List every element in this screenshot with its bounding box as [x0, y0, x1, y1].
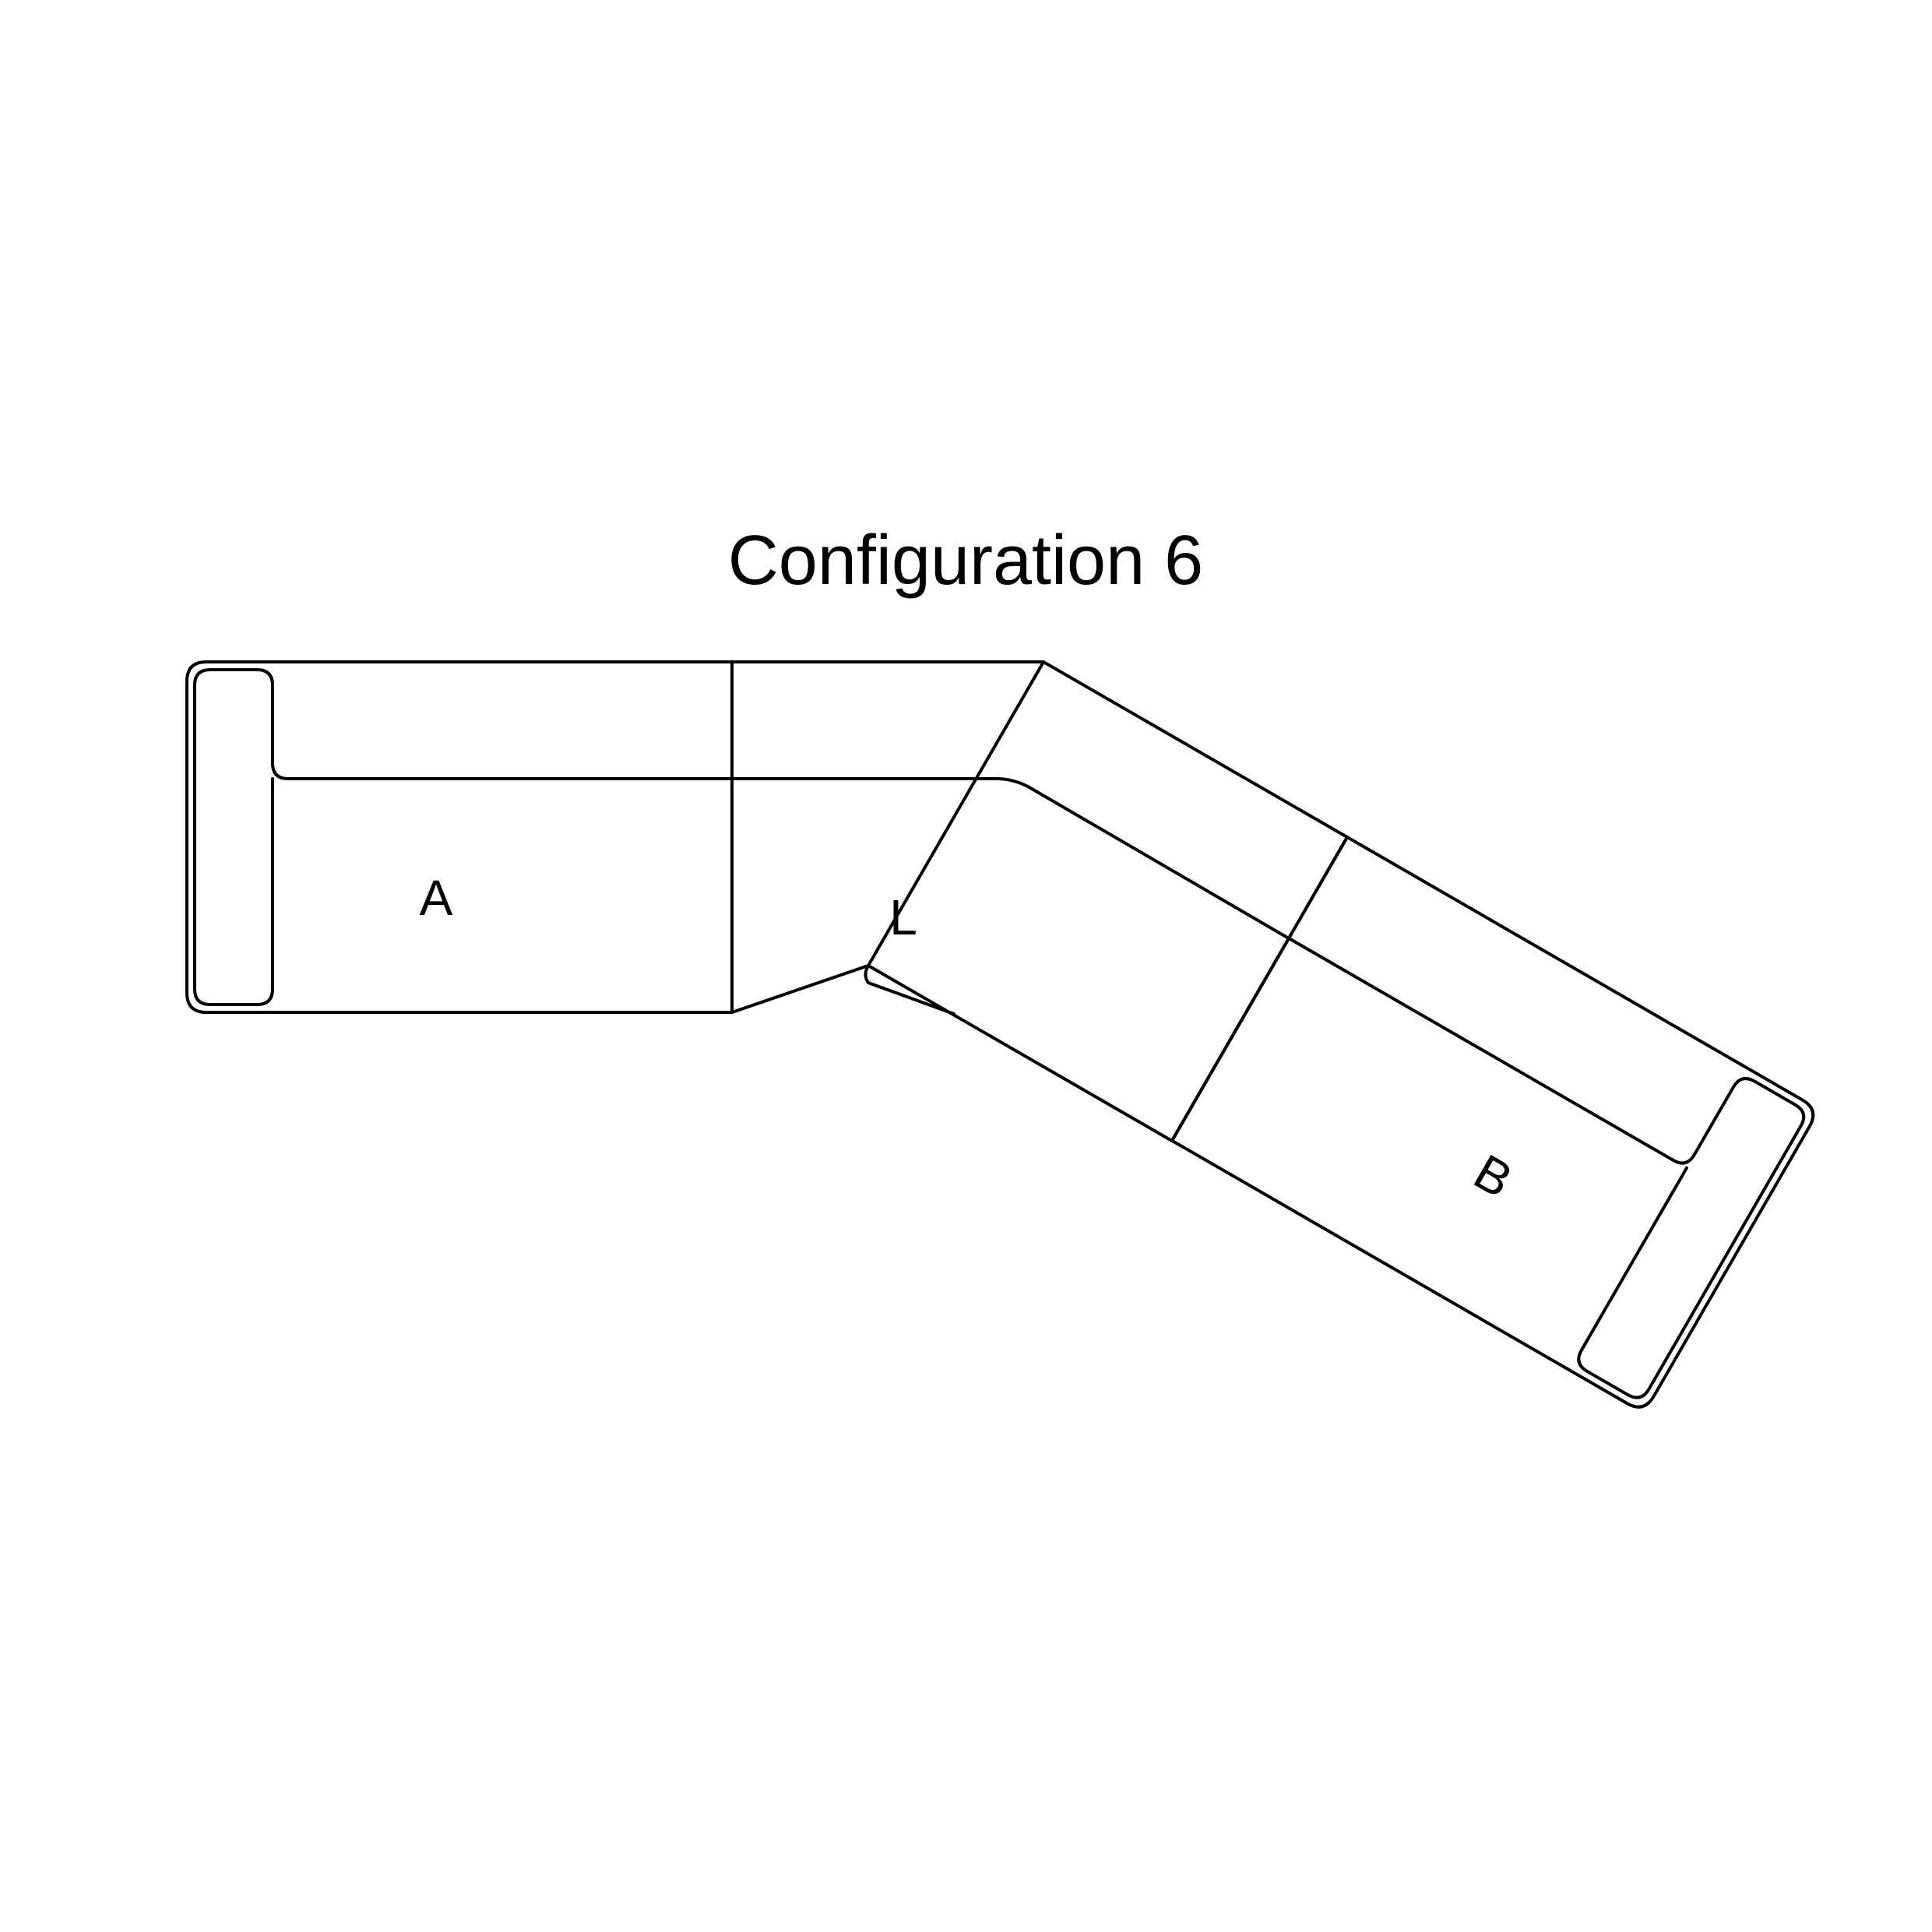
- section-a: [187, 662, 732, 1012]
- section-a-label: A: [420, 870, 453, 926]
- section-a-outer: [187, 662, 732, 1012]
- diagram-title: Configuration 6: [728, 522, 1203, 600]
- section-l-label: L: [889, 889, 917, 945]
- sofa-outline: B: [187, 662, 1819, 1413]
- section-l: [732, 662, 1347, 1141]
- section-b: B: [1172, 837, 1819, 1413]
- section-a-cushions: [195, 670, 732, 1005]
- section-b-label: B: [1465, 1143, 1522, 1209]
- section-l-outer: [732, 662, 1347, 1141]
- section-b-outer: [1172, 837, 1819, 1413]
- section-l-back-split: [732, 779, 1289, 938]
- section-l-mid-split: [866, 662, 1044, 1014]
- diagram-svg: Configuration 6: [0, 0, 1932, 1932]
- diagram-stage: Configuration 6: [0, 0, 1932, 1932]
